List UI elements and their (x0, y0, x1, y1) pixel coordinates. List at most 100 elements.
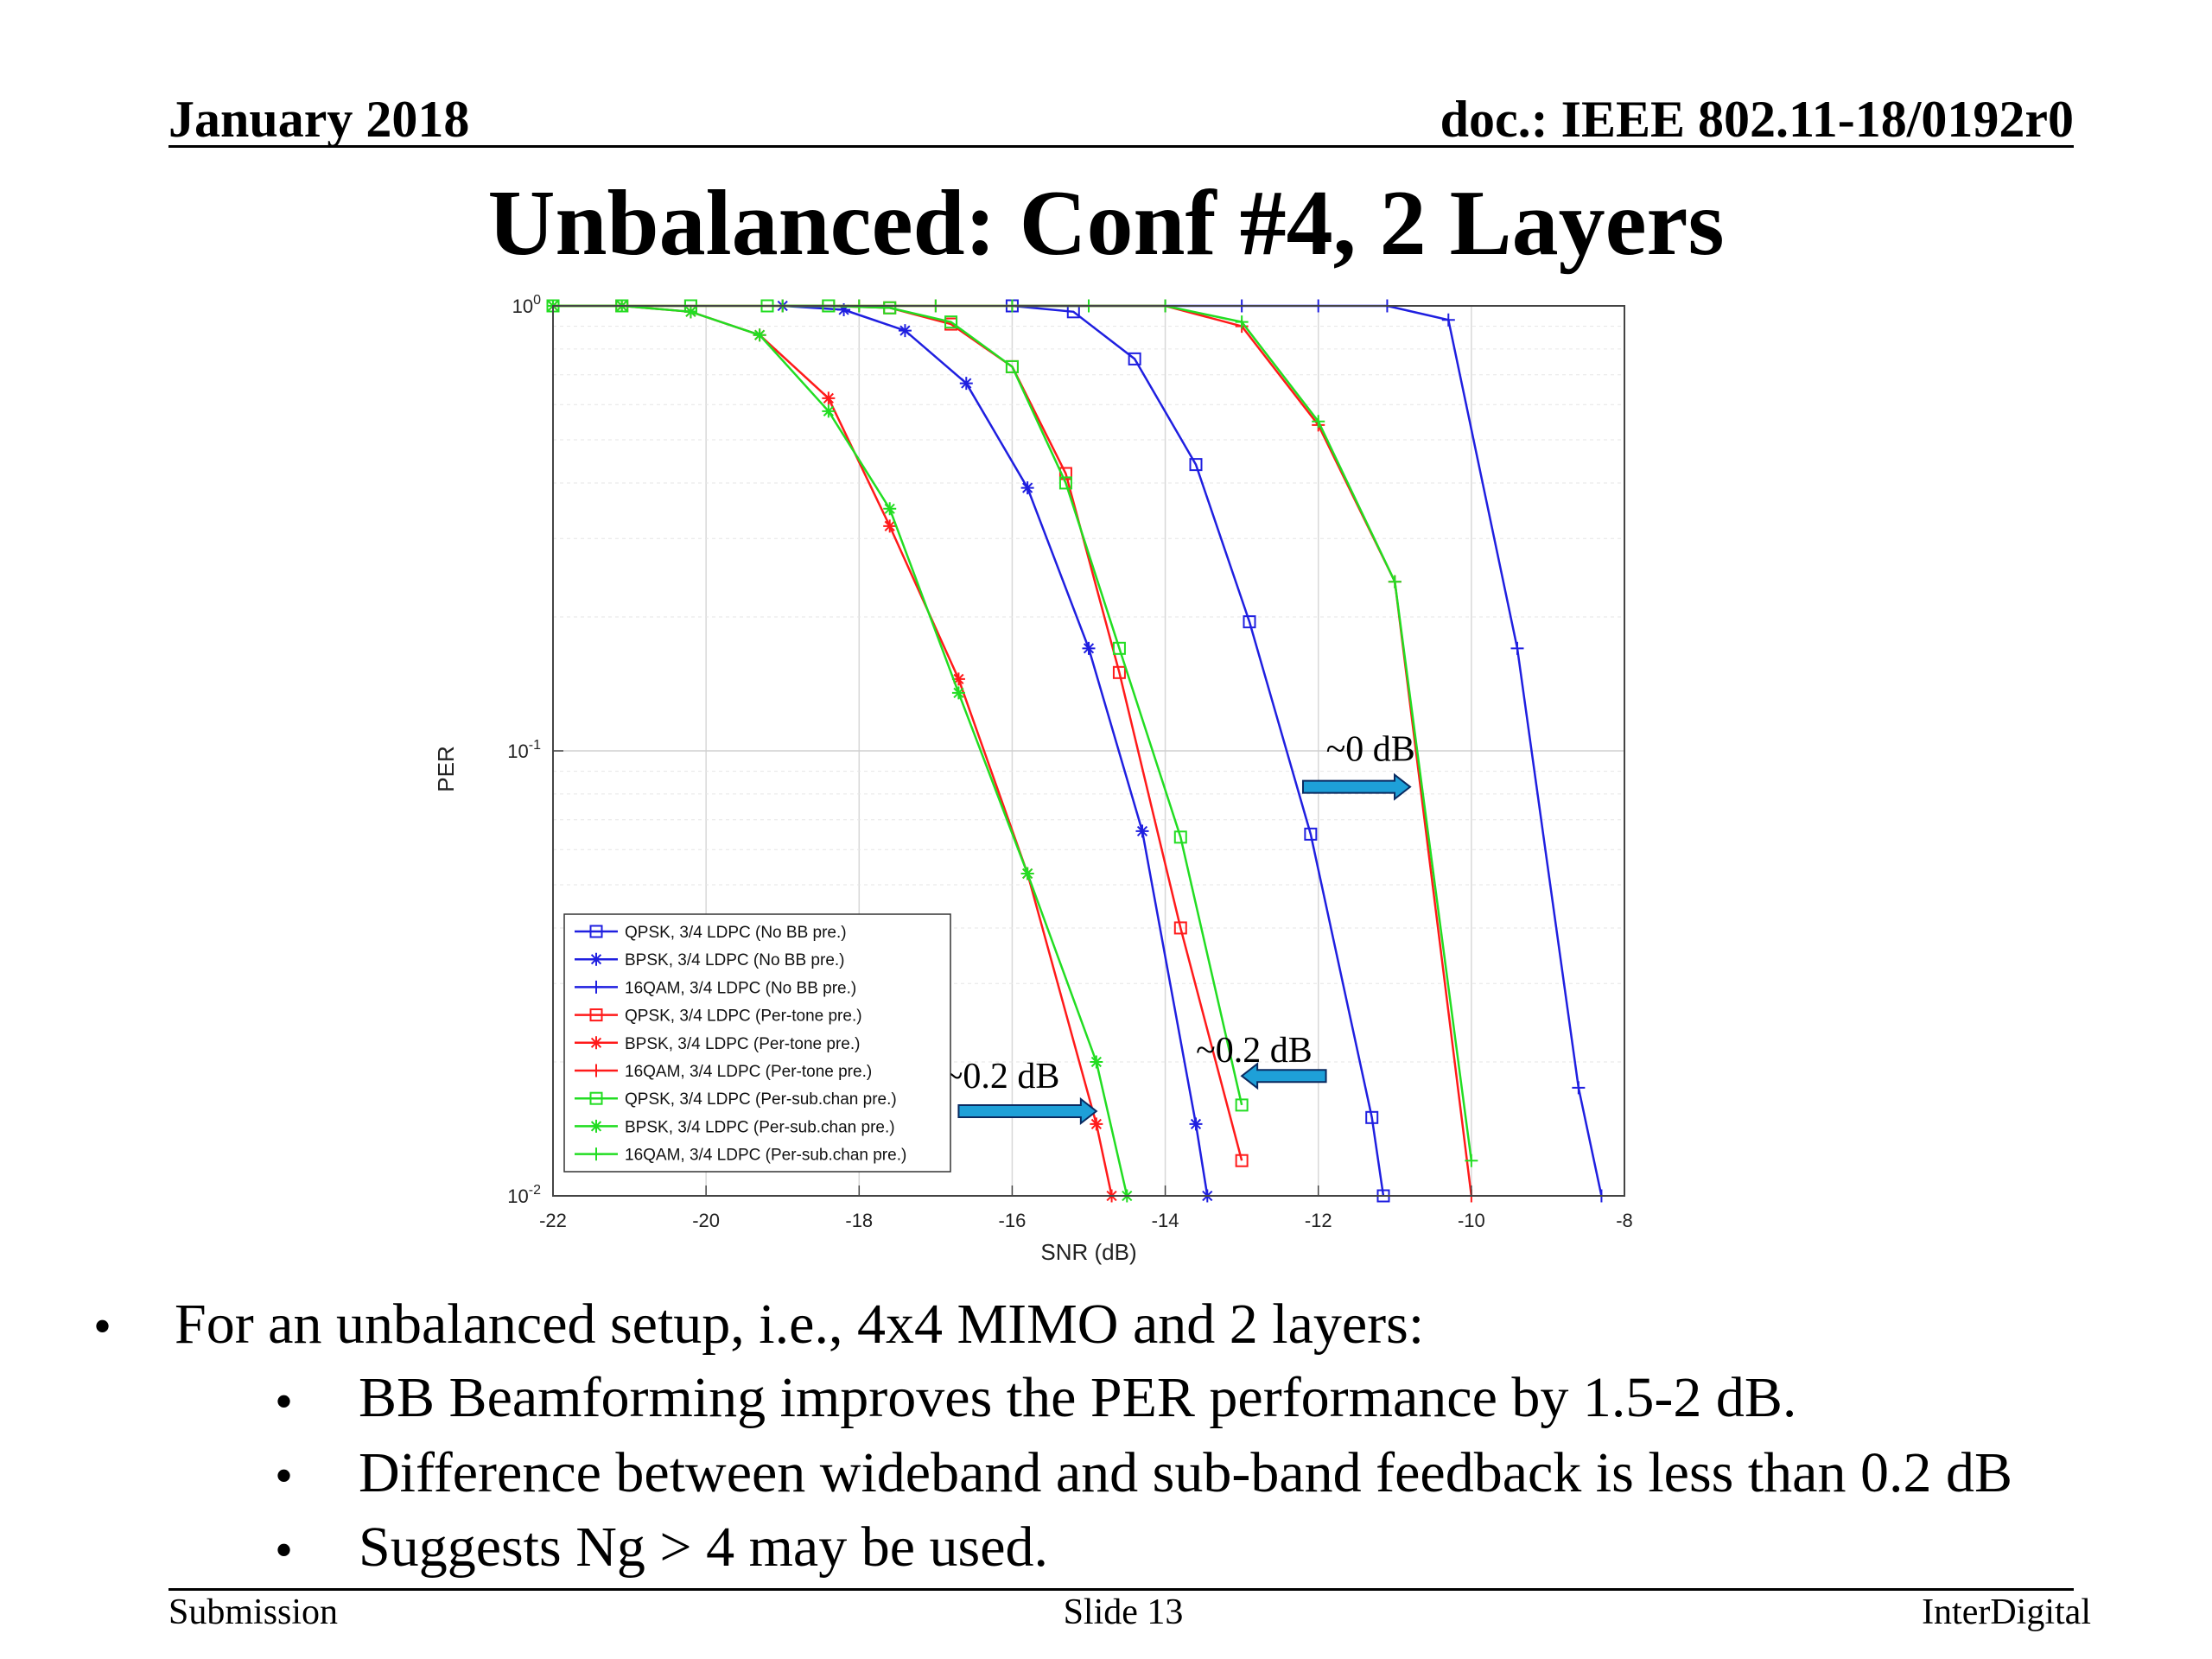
footer-submission: Submission (168, 1592, 339, 1632)
data-point (1243, 615, 1256, 629)
legend-box (563, 913, 951, 1173)
data-point (883, 519, 897, 533)
annotation-text: ~0.2 dB (944, 1057, 1060, 1096)
data-point (822, 404, 836, 418)
sub-bullet-2: Difference between wideband and sub-band… (359, 1441, 2012, 1504)
x-tick-label: -20 (692, 1210, 720, 1231)
data-point (753, 328, 766, 342)
data-point (951, 672, 965, 686)
data-point (1090, 1117, 1103, 1131)
data-point (1112, 665, 1126, 679)
data-point (837, 303, 851, 317)
legend-label: BPSK, 3/4 LDPC (No BB pre.) (625, 951, 845, 969)
header-doc-id: doc.: IEEE 802.11-18/0192r0 (1440, 91, 2074, 148)
data-point (1572, 1081, 1586, 1095)
data-point (951, 686, 965, 700)
series-line (553, 304, 1128, 1197)
legend-label: 16QAM, 3/4 LDPC (Per-sub.chan pre.) (625, 1147, 906, 1165)
data-point (1173, 830, 1187, 844)
per-vs-snr-chart: -22 -20 -18 -16 -14 -12 -10 -8 100 10-1 10-2 SNR (… (433, 293, 1633, 1265)
legend-entry: QPSK, 3/4 LDPC (No BB pre.) (575, 924, 847, 942)
axis-ticks: -22 -20 -18 -16 -14 -12 -10 -8 100 10-1 10-2 (507, 293, 1633, 1231)
data-point (1235, 315, 1249, 329)
footer-divider (168, 1588, 2074, 1591)
bullet-dot: • (93, 1298, 112, 1355)
data-point (1020, 481, 1034, 495)
header-date: January 2018 (168, 91, 470, 148)
sub-bullet-1: BB Beamforming improves the PER performa… (359, 1366, 1797, 1429)
data-point (1112, 641, 1126, 655)
data-point (1365, 1110, 1379, 1124)
annotation-arrow (1240, 1062, 1327, 1090)
annotation: ~0.2 dB (1196, 1031, 1327, 1090)
data-point (1135, 824, 1149, 838)
annotation-arrow (957, 1096, 1098, 1126)
legend-marker (589, 925, 603, 938)
legend-marker (589, 1064, 603, 1077)
x-tick-label: -8 (1616, 1210, 1633, 1231)
bullet-main: For an unbalanced setup, i.e., 4x4 MIMO … (175, 1293, 1425, 1356)
y-tick-label: 10-1 (507, 738, 541, 762)
legend-marker (589, 1147, 603, 1161)
legend-entry: 16QAM, 3/4 LDPC (Per-sub.chan pre.) (575, 1147, 906, 1165)
legend-marker (589, 980, 603, 994)
legend-marker (589, 952, 603, 966)
legend-label: QPSK, 3/4 LDPC (No BB pre.) (625, 924, 847, 942)
y-tick-label: 10-2 (507, 1183, 541, 1207)
legend-entry: BPSK, 3/4 LDPC (Per-tone pre.) (575, 1035, 860, 1053)
data-point (1441, 313, 1455, 327)
sub-bullet-3: Suggests Ng > 4 may be used. (359, 1516, 1048, 1579)
x-tick-label: -18 (845, 1210, 873, 1231)
series-line (1012, 304, 1385, 1197)
annotations: ~0 dB ~0.2 dB ~0.2 dB (944, 729, 1415, 1126)
footer-slide-number: Slide 13 (1063, 1592, 1184, 1632)
x-tick-label: -12 (1305, 1210, 1332, 1231)
legend-label: 16QAM, 3/4 LDPC (Per-tone pre.) (625, 1063, 872, 1081)
annotation: ~0.2 dB (944, 1057, 1098, 1126)
annotation-arrow (1302, 772, 1412, 801)
legend-entry: QPSK, 3/4 LDPC (Per-sub.chan pre.) (575, 1090, 897, 1109)
legend-label: QPSK, 3/4 LDPC (Per-sub.chan pre.) (625, 1090, 897, 1109)
data-point (1235, 1098, 1249, 1112)
legend-entry: BPSK, 3/4 LDPC (No BB pre.) (575, 951, 845, 969)
legend-entry: BPSK, 3/4 LDPC (Per-sub.chan pre.) (575, 1118, 895, 1136)
annotation-text: ~0.2 dB (1196, 1031, 1313, 1071)
data-point (883, 301, 897, 315)
data-point (1304, 827, 1318, 841)
legend-label: 16QAM, 3/4 LDPC (No BB pre.) (625, 979, 856, 997)
y-tick-label: 100 (512, 293, 541, 317)
x-tick-label: -22 (539, 1210, 567, 1231)
annotation: ~0 dB (1302, 729, 1415, 801)
data-point (1510, 641, 1524, 655)
data-point (1082, 641, 1096, 655)
legend: QPSK, 3/4 LDPC (No BB pre.) BPSK, 3/4 LDP… (563, 913, 951, 1173)
header-divider (168, 145, 2074, 148)
data-point (683, 305, 697, 319)
data-point (1020, 867, 1034, 880)
legend-label: QPSK, 3/4 LDPC (Per-tone pre.) (625, 1007, 862, 1026)
data-point (1058, 476, 1072, 490)
x-tick-label: -10 (1458, 1210, 1485, 1231)
data-point (1235, 1154, 1249, 1167)
legend-label: BPSK, 3/4 LDPC (Per-sub.chan pre.) (625, 1118, 895, 1136)
data-point (1465, 1154, 1478, 1167)
annotation-text: ~0 dB (1326, 729, 1415, 769)
data-point (822, 391, 836, 405)
bullet-dot: • (275, 1522, 294, 1579)
data-point (1173, 921, 1187, 935)
bullet-dot: • (275, 1373, 294, 1430)
data-point (1312, 415, 1325, 429)
legend-entry: QPSK, 3/4 LDPC (Per-tone pre.) (575, 1007, 862, 1026)
data-point (1090, 1055, 1103, 1069)
legend-marker (589, 1091, 603, 1105)
data-point (944, 315, 958, 329)
legend-entry: 16QAM, 3/4 LDPC (No BB pre.) (575, 979, 856, 997)
legend-entry: 16QAM, 3/4 LDPC (Per-tone pre.) (575, 1063, 872, 1081)
footer-company: InterDigital (1922, 1592, 2091, 1632)
data-point (1058, 467, 1072, 480)
data-point (1388, 575, 1402, 588)
legend-marker (589, 1008, 603, 1022)
data-point (959, 377, 973, 391)
x-tick-label: -16 (999, 1210, 1027, 1231)
data-point (1005, 359, 1019, 373)
